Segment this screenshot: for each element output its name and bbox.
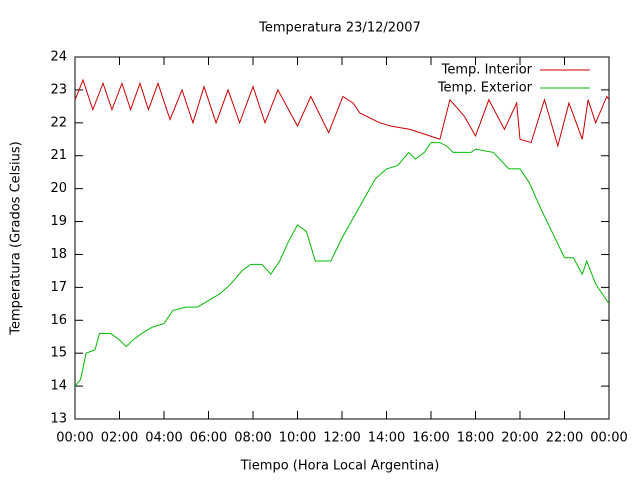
x-tick-label: 08:00	[234, 431, 271, 446]
y-tick-label: 19	[50, 214, 67, 229]
y-tick-label: 22	[50, 115, 67, 130]
y-tick-label: 14	[50, 379, 67, 394]
x-axis-label: Tiempo (Hora Local Argentina)	[240, 459, 440, 474]
y-tick-label: 15	[50, 346, 67, 361]
y-tick-label: 24	[50, 50, 67, 65]
y-tick-label: 17	[50, 280, 67, 295]
y-tick-label: 21	[50, 148, 67, 163]
x-tick-label: 06:00	[190, 431, 227, 446]
x-tick-label: 04:00	[145, 431, 182, 446]
x-tick-label: 22:00	[546, 431, 583, 446]
x-tick-label: 18:00	[457, 431, 494, 446]
y-tick-label: 13	[50, 412, 67, 427]
x-tick-label: 00:00	[590, 431, 627, 446]
x-tick-label: 14:00	[368, 431, 405, 446]
x-tick-label: 16:00	[412, 431, 449, 446]
data-line	[74, 78, 610, 148]
y-axis-label: Temperatura (Grados Celsius)	[9, 141, 24, 335]
plot-border	[74, 56, 610, 420]
x-tick-label: 02:00	[101, 431, 138, 446]
x-tick-label: 12:00	[323, 431, 360, 446]
legend-label: Temp. Exterior	[437, 81, 533, 96]
y-tick-label: 20	[50, 181, 67, 196]
legend-label: Temp. Interior	[441, 63, 533, 78]
x-tick-label: 00:00	[56, 431, 93, 446]
y-tick-label: 16	[50, 313, 67, 328]
x-tick-label: 20:00	[501, 431, 538, 446]
data-line	[74, 142, 610, 387]
chart-title: Temperatura 23/12/2007	[258, 21, 421, 36]
y-tick-label: 23	[50, 82, 67, 97]
y-tick-label: 18	[50, 247, 67, 262]
x-tick-label: 10:00	[279, 431, 316, 446]
